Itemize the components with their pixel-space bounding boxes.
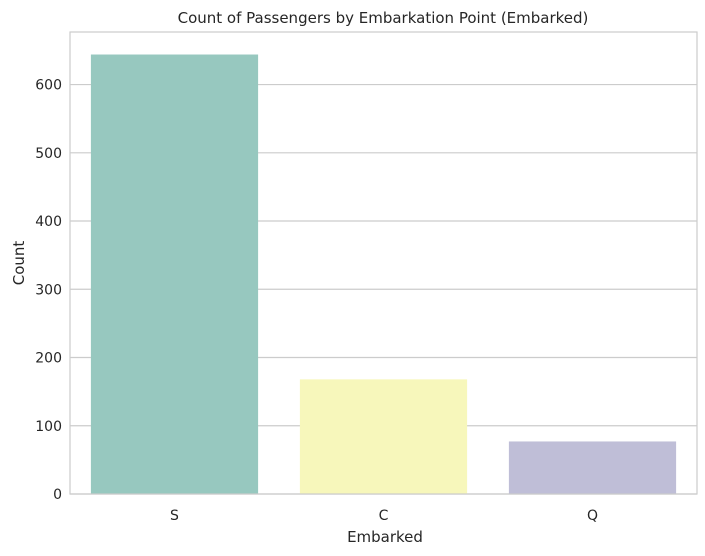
x-tick-label: C	[379, 508, 389, 524]
bars	[90, 54, 677, 495]
bar-q	[508, 441, 677, 494]
x-axis-label: Embarked	[347, 528, 423, 546]
y-tick-label: 300	[35, 282, 62, 298]
y-axis-label: Count	[10, 241, 28, 286]
y-tick-label: 600	[35, 78, 62, 94]
chart-title: Count of Passengers by Embarkation Point…	[178, 9, 589, 27]
bar-s	[90, 54, 259, 495]
y-tick-label: 100	[35, 419, 62, 435]
y-tick-label: 500	[35, 146, 62, 162]
x-tick-label: S	[170, 508, 179, 524]
y-tick-label: 200	[35, 351, 62, 367]
x-tick-label: Q	[587, 508, 598, 524]
bar-c	[299, 379, 468, 494]
y-tick-label: 400	[35, 214, 62, 230]
plot-frame	[69, 31, 698, 495]
y-tick-labels: 0 100 200 300 400 500 600	[35, 78, 62, 503]
y-tick-label: 0	[53, 487, 62, 503]
